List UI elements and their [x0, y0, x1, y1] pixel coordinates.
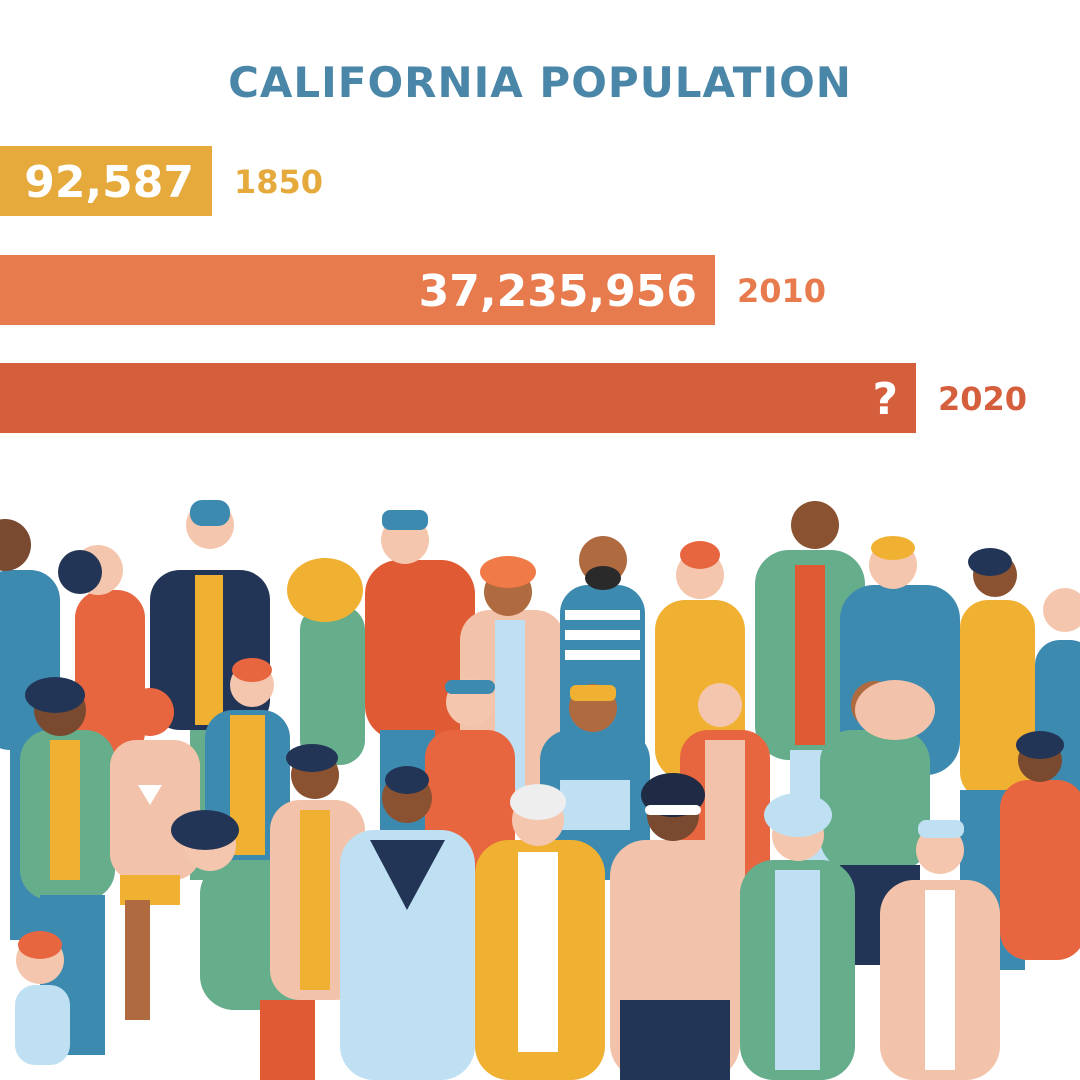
- person-front-4: [340, 766, 475, 1080]
- bar-value-label-1850: 92,587: [24, 157, 194, 208]
- person-front-7: [740, 793, 855, 1080]
- category-label-2010: 2010: [737, 272, 826, 310]
- person-mid-1: [20, 677, 115, 1055]
- person-mid-2: [110, 688, 200, 1020]
- person-back-4: [287, 558, 365, 765]
- bar-2010: [0, 255, 715, 325]
- bar-value-label-2020: ?: [872, 374, 898, 425]
- crowd-illustration: [0, 500, 1080, 1080]
- person-front-1: [15, 931, 70, 1065]
- bar-value-label-2010: 37,235,956: [419, 266, 697, 317]
- category-label-1850: 1850: [234, 163, 323, 201]
- category-label-2020: 2020: [938, 380, 1027, 418]
- bar-chart: 92,587 1850 37,235,956 2010? 2020: [0, 146, 1027, 433]
- person-front-6: [610, 773, 740, 1080]
- person-front-8: [880, 820, 1000, 1080]
- person-mid-8: [1000, 731, 1080, 960]
- person-back-9: [755, 501, 865, 930]
- bar-2020: [0, 363, 916, 433]
- chart-title: CALIFORNIA POPULATION: [228, 58, 852, 107]
- person-front-5: [475, 784, 605, 1080]
- bar-1850: [0, 146, 212, 216]
